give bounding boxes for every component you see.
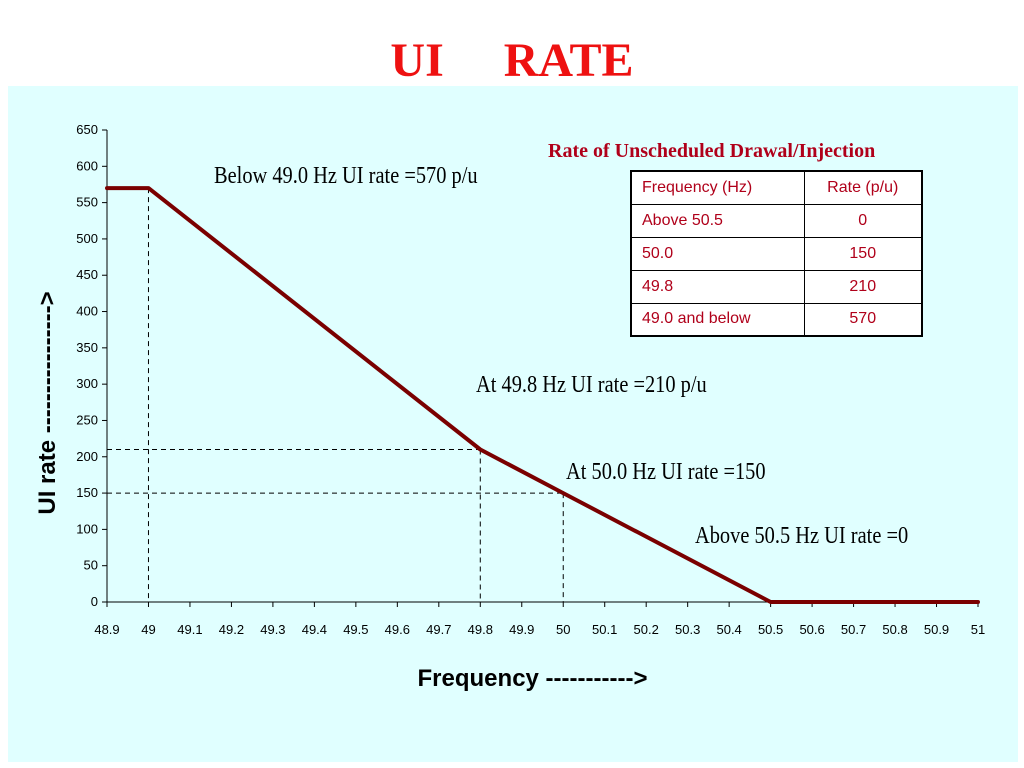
x-tick-label: 50.9 — [924, 622, 949, 637]
x-tick-label: 49.9 — [509, 622, 534, 637]
x-tick-label: 49.6 — [385, 622, 410, 637]
x-tick-label: 49.7 — [426, 622, 451, 637]
ui-rate-table: Frequency (Hz) Rate (p/u) Above 50.5 0 5… — [630, 170, 923, 337]
x-tick-label: 51 — [971, 622, 985, 637]
x-axis-label: Frequency -----------> — [418, 665, 648, 692]
y-tick-label: 200 — [76, 449, 98, 464]
table-cell-frequency: 50.0 — [630, 236, 805, 271]
table-row: 49.0 and below 570 — [630, 302, 923, 337]
y-tick-label: 450 — [76, 267, 98, 282]
y-tick-label: 350 — [76, 340, 98, 355]
x-tick-label: 49.8 — [468, 622, 493, 637]
x-tick-label: 50 — [556, 622, 570, 637]
y-tick-label: 400 — [76, 304, 98, 319]
y-tick-label: 150 — [76, 485, 98, 500]
x-tick-label: 50.1 — [592, 622, 617, 637]
y-axis-label: UI rate ----------------> — [34, 291, 61, 514]
y-tick-label: 50 — [84, 558, 98, 573]
table-row: Above 50.5 0 — [630, 203, 923, 238]
x-tick-label: 49.3 — [260, 622, 285, 637]
x-tick-label: 50.6 — [799, 622, 824, 637]
x-tick-label: 49 — [141, 622, 155, 637]
y-tick-label: 250 — [76, 412, 98, 427]
x-tick-label: 50.7 — [841, 622, 866, 637]
x-tick-label: 49.1 — [177, 622, 202, 637]
table-title: Rate of Unscheduled Drawal/Injection — [548, 140, 876, 162]
annotation-above-50-5: Above 50.5 Hz UI rate =0 — [695, 523, 909, 549]
table-row: 49.8 210 — [630, 269, 923, 304]
y-tick-label: 300 — [76, 376, 98, 391]
annotation-at-49-8: At 49.8 Hz UI rate =210 p/u — [476, 372, 707, 398]
annotation-at-50-0: At 50.0 Hz UI rate =150 — [566, 459, 766, 485]
table-cell-frequency: Above 50.5 — [630, 203, 805, 238]
x-tick-label: 50.8 — [882, 622, 907, 637]
x-tick-label: 49.2 — [219, 622, 244, 637]
table-header-frequency: Frequency (Hz) — [630, 170, 805, 205]
table-cell-rate: 570 — [803, 302, 923, 337]
y-tick-label: 0 — [91, 594, 98, 609]
line-chart: 0501001502002503003504004505005506006504… — [34, 122, 985, 692]
x-tick-label: 48.9 — [94, 622, 119, 637]
x-tick-label: 50.2 — [634, 622, 659, 637]
table-header-rate: Rate (p/u) — [803, 170, 923, 205]
series-line — [105, 186, 980, 604]
table-row: 50.0 150 — [630, 236, 923, 271]
x-tick-label: 50.5 — [758, 622, 783, 637]
x-tick-label: 49.4 — [302, 622, 327, 637]
y-tick-label: 550 — [76, 195, 98, 210]
slide-title: UI RATE — [390, 34, 634, 87]
table-cell-frequency: 49.0 and below — [630, 302, 805, 337]
x-tick-label: 50.3 — [675, 622, 700, 637]
table-cell-frequency: 49.8 — [630, 269, 805, 304]
y-tick-label: 600 — [76, 158, 98, 173]
x-tick-label: 49.5 — [343, 622, 368, 637]
table-cell-rate: 0 — [803, 203, 923, 238]
x-tick-label: 50.4 — [716, 622, 741, 637]
y-tick-label: 100 — [76, 521, 98, 536]
annotation-below-49: Below 49.0 Hz UI rate =570 p/u — [214, 163, 478, 189]
table-cell-rate: 150 — [803, 236, 923, 271]
table-cell-rate: 210 — [803, 269, 923, 304]
y-tick-label: 500 — [76, 231, 98, 246]
table-header-row: Frequency (Hz) Rate (p/u) — [630, 170, 923, 205]
y-tick-label: 650 — [76, 122, 98, 137]
